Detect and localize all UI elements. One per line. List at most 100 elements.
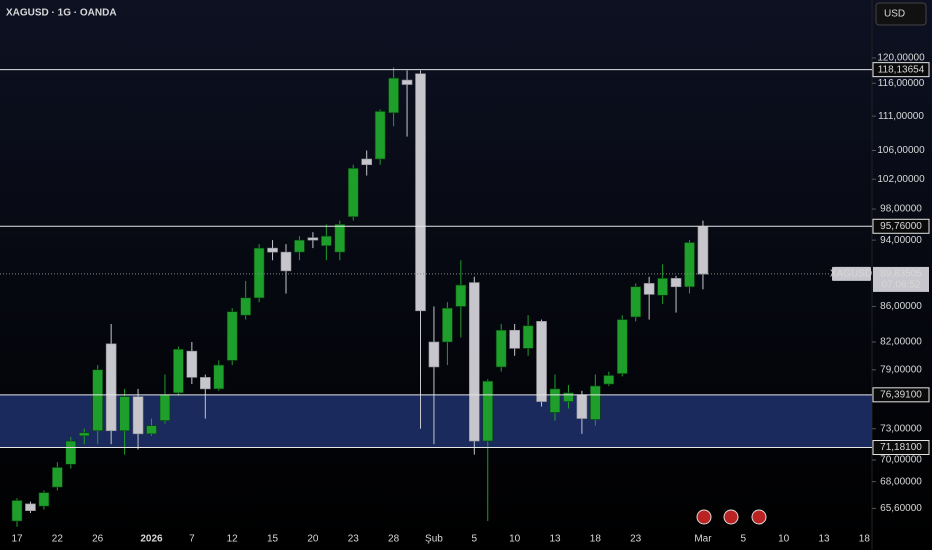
candle-body: [105, 343, 117, 432]
candle-body: [509, 329, 520, 349]
x-tick-label: 22: [52, 534, 64, 545]
candle-body: [226, 311, 238, 361]
candle-body: [563, 392, 574, 402]
candle-body: [213, 364, 225, 390]
candle-body: [334, 224, 346, 253]
y-tick-label: 116,00000: [878, 78, 925, 89]
x-tick-label: 2026: [140, 534, 163, 545]
countdown-label: 07:06:52: [882, 280, 921, 291]
candle-body: [388, 77, 399, 114]
candle-body: [590, 385, 601, 420]
candle-body: [25, 503, 36, 511]
candle-body: [576, 394, 588, 419]
symbol-label: XAGUSD: [830, 269, 872, 280]
y-tick-label: 102,00000: [877, 174, 925, 185]
candle-body: [643, 283, 655, 295]
support-zone: [0, 394, 872, 448]
candle-body: [657, 278, 668, 296]
candle-body: [38, 492, 50, 507]
x-tick-label: Şub: [425, 534, 443, 545]
x-tick-label: 10: [509, 534, 521, 545]
candle-body: [253, 247, 265, 299]
level-label: 76,39100: [880, 389, 922, 400]
plot: [0, 67, 872, 527]
candle-body: [347, 168, 359, 217]
y-tick-label: 94,00000: [880, 235, 922, 246]
x-tick-label: 18: [859, 534, 871, 545]
y-tick-label: 68,00000: [880, 476, 922, 487]
y-tick-label: 98,00000: [880, 204, 922, 215]
candle-body: [684, 242, 695, 288]
candle-body: [132, 396, 144, 435]
level-label-box: [872, 62, 930, 78]
y-tick-label: 79,00000: [880, 364, 922, 375]
symbol-title: XAGUSD · 1G · OANDA: [6, 8, 117, 19]
candle-body: [173, 348, 184, 394]
candle-body: [495, 329, 507, 368]
x-tick-label: 13: [549, 534, 561, 545]
x-tick-label: 7: [189, 534, 195, 545]
x-tick-label: 18: [590, 534, 602, 545]
level-label: 71,18100: [880, 442, 922, 453]
y-tick-label: 106,00000: [877, 145, 925, 156]
candle-body: [401, 79, 413, 85]
candle-body: [78, 432, 90, 437]
x-tick-label: 10: [778, 534, 790, 545]
level-label-box: [872, 440, 930, 456]
candle-body: [119, 396, 130, 432]
candle-body: [428, 341, 440, 368]
x-tick-label: 17: [11, 534, 23, 545]
currency-label[interactable]: USD: [884, 9, 905, 20]
symbol-box: [832, 266, 871, 281]
y-tick-label: 70,00000: [880, 455, 922, 466]
current-price-box: [873, 266, 929, 292]
candle-body: [65, 440, 77, 465]
candle-body: [549, 388, 561, 413]
candle-body: [468, 282, 480, 442]
y-tick-label: 120,00000: [877, 53, 925, 64]
event-icons: [696, 509, 767, 525]
x-tick-label: 5: [741, 534, 747, 545]
candle-body: [186, 350, 198, 378]
x-tick-label: Mar: [694, 534, 712, 545]
candle-body: [294, 239, 305, 253]
candle-body: [522, 325, 534, 349]
candle-body: [630, 286, 642, 318]
candle-body: [11, 500, 23, 522]
candle-body: [616, 319, 628, 374]
candle-body: [697, 226, 709, 275]
candle-body: [321, 235, 332, 246]
x-tick-label: 15: [267, 534, 279, 545]
y-tick-label: 111,00000: [878, 111, 924, 122]
candle-body: [200, 377, 211, 390]
candle-body: [146, 425, 157, 435]
candle-body: [240, 297, 251, 316]
y-tick-label: 86,00000: [880, 301, 922, 312]
candle-body: [52, 467, 63, 488]
candle-body: [92, 369, 103, 432]
x-tick-label: 13: [818, 534, 830, 545]
candle-body: [536, 321, 547, 402]
x-tick-label: 12: [227, 534, 239, 545]
candle-body: [280, 251, 292, 272]
candle-body: [267, 247, 278, 253]
candle-body: [455, 284, 467, 307]
current-price-label: 89,83505: [880, 269, 922, 280]
level-label-box: [872, 387, 930, 403]
x-tick-label: 26: [92, 534, 104, 545]
candle-body: [361, 158, 373, 166]
level-label-box: [872, 218, 930, 234]
x-tick-label: 20: [307, 534, 319, 545]
y-tick-label: 73,00000: [880, 423, 922, 434]
candle-body: [415, 73, 426, 312]
candle-body: [670, 278, 682, 288]
level-label: 118,13654: [878, 64, 925, 75]
level-label: 95,76000: [880, 221, 922, 232]
candle-body: [307, 237, 319, 241]
x-tick-label: 28: [388, 534, 400, 545]
x-tick-label: 23: [348, 534, 360, 545]
currency-button[interactable]: [875, 2, 927, 26]
candle-body: [442, 307, 453, 343]
